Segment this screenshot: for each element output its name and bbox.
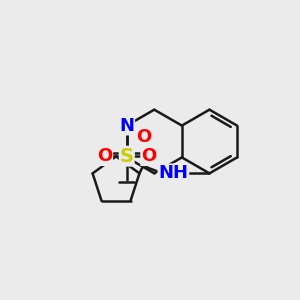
Text: NH: NH — [158, 164, 188, 182]
Text: O: O — [97, 147, 112, 165]
Text: N: N — [119, 117, 134, 135]
Text: S: S — [120, 147, 134, 166]
Text: O: O — [136, 128, 151, 146]
Text: O: O — [141, 147, 156, 165]
